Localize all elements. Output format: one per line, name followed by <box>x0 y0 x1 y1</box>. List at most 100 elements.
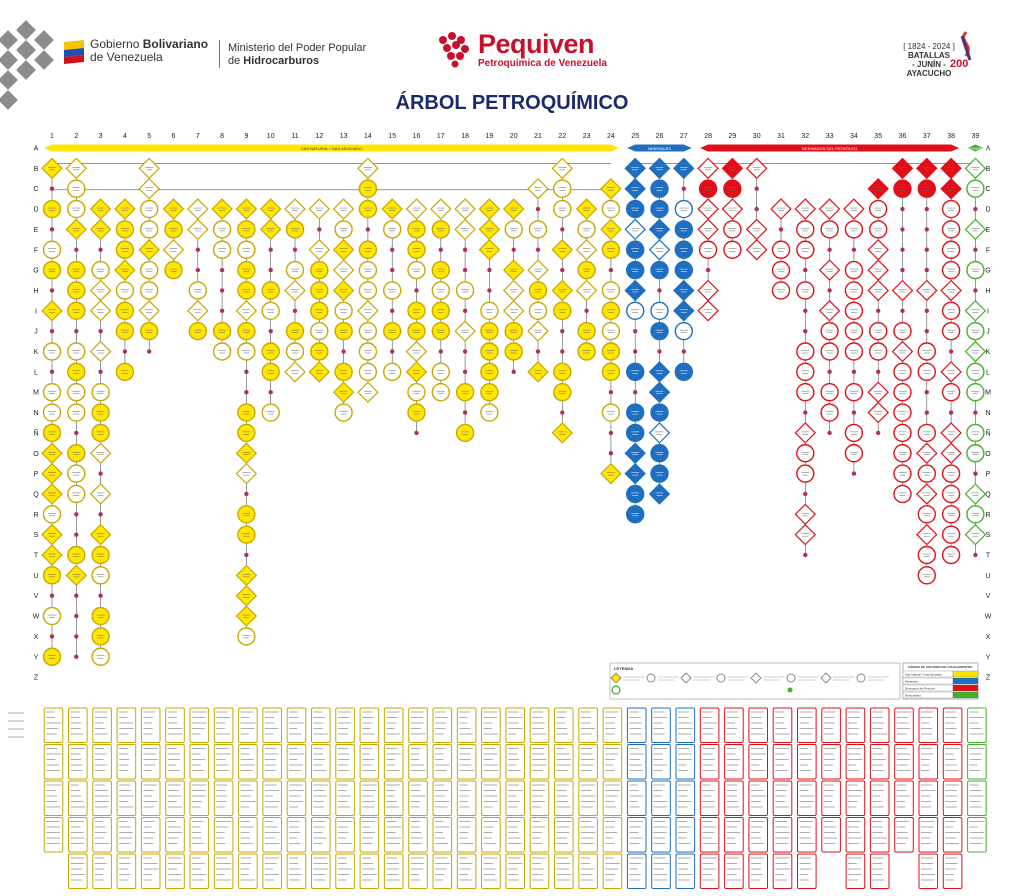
product-circle-node <box>237 627 256 646</box>
junction-dot <box>74 593 79 598</box>
junction-dot <box>414 288 419 293</box>
row-letter-right: T <box>986 553 991 560</box>
product-diamond-node <box>673 279 695 302</box>
product-circle-node <box>358 362 378 382</box>
junction-dot <box>657 288 662 293</box>
junction-dot <box>876 430 881 436</box>
junction-dot <box>74 613 79 619</box>
product-circle-node <box>334 403 353 422</box>
product-card <box>43 780 64 816</box>
product-circle-node <box>941 464 961 483</box>
product-card <box>189 780 210 816</box>
row-letter-right: D <box>985 207 990 214</box>
product-diamond-node <box>259 218 282 241</box>
product-circle-node <box>601 321 621 341</box>
product-card <box>140 853 161 889</box>
junction-dot <box>876 308 881 313</box>
product-diamond-node <box>648 218 671 241</box>
product-diamond-node <box>332 239 355 261</box>
product-circle-node <box>431 321 450 341</box>
product-circle-node <box>310 321 329 341</box>
product-diamond-node <box>89 442 112 464</box>
junction-dot <box>535 247 541 252</box>
product-card <box>675 853 696 889</box>
junction-dot <box>973 206 978 212</box>
product-card <box>894 744 914 780</box>
product-diamond-node <box>162 239 185 261</box>
product-card <box>335 744 355 780</box>
row-letter-left: N <box>33 410 38 417</box>
product-circle-node <box>674 240 693 259</box>
color-table-label: Gas Natural / Gas Asociado <box>905 672 942 676</box>
junction-dot <box>462 369 468 375</box>
column-number: 27 <box>680 133 688 140</box>
color-code-table: CÓDIGO DE COLORES DE LOS ELEMENTOS Gas Na… <box>902 662 979 700</box>
product-circle-node <box>358 240 378 259</box>
product-circle-node <box>917 362 936 382</box>
row-letter-right: P <box>986 471 991 478</box>
product-diamond-node <box>454 218 476 241</box>
band-arrow <box>700 144 960 152</box>
color-table-swatch <box>952 684 979 692</box>
product-diamond-node <box>624 218 646 241</box>
column-number: 10 <box>267 133 275 140</box>
product-diamond-node <box>794 422 817 444</box>
corner-diamond <box>34 30 54 50</box>
product-card <box>845 780 866 816</box>
product-card <box>675 817 696 853</box>
product-diamond-node <box>575 198 598 220</box>
product-diamond-node <box>357 381 379 403</box>
product-diamond-node <box>41 523 63 546</box>
row-letter-left: E <box>34 227 39 234</box>
color-table-label: Renovables <box>905 693 921 697</box>
product-circle-node <box>237 525 256 544</box>
color-table-title: CÓDIGO DE COLORES DE LOS ELEMENTOS <box>908 664 972 669</box>
product-card <box>481 780 501 816</box>
product-diamond-node <box>794 503 817 526</box>
corner-diamond <box>0 50 18 70</box>
product-diamond-node <box>138 177 160 200</box>
junction-dot <box>195 247 200 252</box>
product-circle-node <box>310 301 329 320</box>
column-number: 29 <box>729 133 737 140</box>
product-card <box>68 817 88 853</box>
junction-dot <box>414 430 419 436</box>
junction-dot <box>924 247 929 252</box>
product-card <box>213 744 234 780</box>
product-circle-node <box>383 321 402 341</box>
product-circle-node <box>212 342 232 361</box>
junction-dot <box>608 430 614 436</box>
product-card <box>408 853 428 889</box>
color-table-swatch <box>952 691 979 699</box>
product-circle-node <box>553 179 572 198</box>
product-card <box>918 707 939 743</box>
product-card <box>116 817 137 853</box>
junction-dot <box>924 328 929 334</box>
product-card <box>797 707 817 743</box>
product-diamond-node <box>89 218 112 241</box>
product-circle-node <box>601 199 621 219</box>
product-card <box>942 744 963 780</box>
product-circle-node <box>91 647 110 666</box>
product-circle-node <box>310 281 329 300</box>
product-circle-node <box>553 199 572 219</box>
product-circle-node <box>820 321 839 341</box>
product-circle-node <box>796 240 815 259</box>
junction-dot <box>49 227 55 232</box>
product-circle-node <box>67 342 86 361</box>
product-circle-node <box>480 403 499 422</box>
product-card <box>699 707 720 743</box>
product-circle-node <box>334 362 353 382</box>
junction-dot <box>535 206 541 212</box>
product-card <box>335 707 355 743</box>
corner-diamond <box>0 70 18 90</box>
product-card <box>967 744 987 780</box>
product-circle-node <box>601 342 621 361</box>
band-arrow <box>44 144 619 152</box>
product-circle-node <box>310 342 329 361</box>
junction-dot <box>292 247 298 252</box>
product-circle-node <box>237 423 256 443</box>
product-diamond-node <box>89 483 112 505</box>
product-diamond-node <box>551 239 574 261</box>
